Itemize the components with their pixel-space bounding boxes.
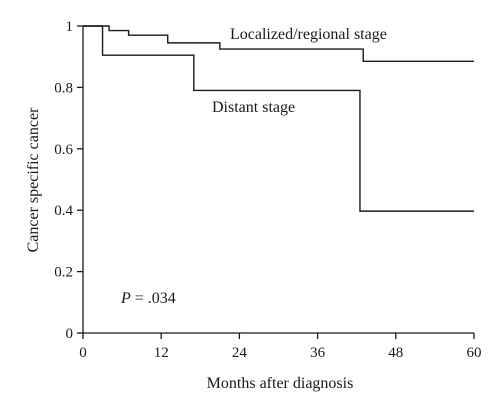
y-tick-label: 0.6	[54, 142, 73, 158]
series-label-distant: Distant stage	[212, 99, 295, 116]
y-axis: 0 0.2 0.4 0.6 0.8 1	[54, 19, 83, 342]
x-tick-label: 60	[467, 345, 482, 361]
x-tick-label: 12	[154, 345, 169, 361]
y-tick-label: 0.8	[54, 80, 73, 96]
p-value-annotation: P = .034	[120, 290, 176, 307]
x-tick-label: 0	[79, 345, 87, 361]
y-tick-label: 0	[66, 326, 74, 342]
p-value-text: = .034	[131, 290, 176, 307]
series-line-0	[83, 25, 474, 63]
x-axis-title: Months after diagnosis	[207, 375, 354, 392]
y-axis-title: Cancer specific cancer	[25, 107, 42, 252]
y-tick-label: 0.4	[54, 203, 73, 219]
x-tick-label: 24	[232, 345, 248, 361]
y-tick-label: 0.2	[54, 265, 73, 281]
series-label-localized-regional: Localized/regional stage	[230, 26, 387, 43]
x-tick-label: 36	[310, 345, 326, 361]
series-line-1	[83, 25, 474, 212]
axes-frame	[82, 26, 474, 334]
x-tick-label: 48	[388, 345, 403, 361]
x-axis: 0 12 24 36 48 60	[79, 333, 482, 361]
p-value-symbol: P	[120, 290, 131, 307]
series-curves	[83, 25, 474, 212]
y-tick-label: 1	[66, 19, 74, 35]
